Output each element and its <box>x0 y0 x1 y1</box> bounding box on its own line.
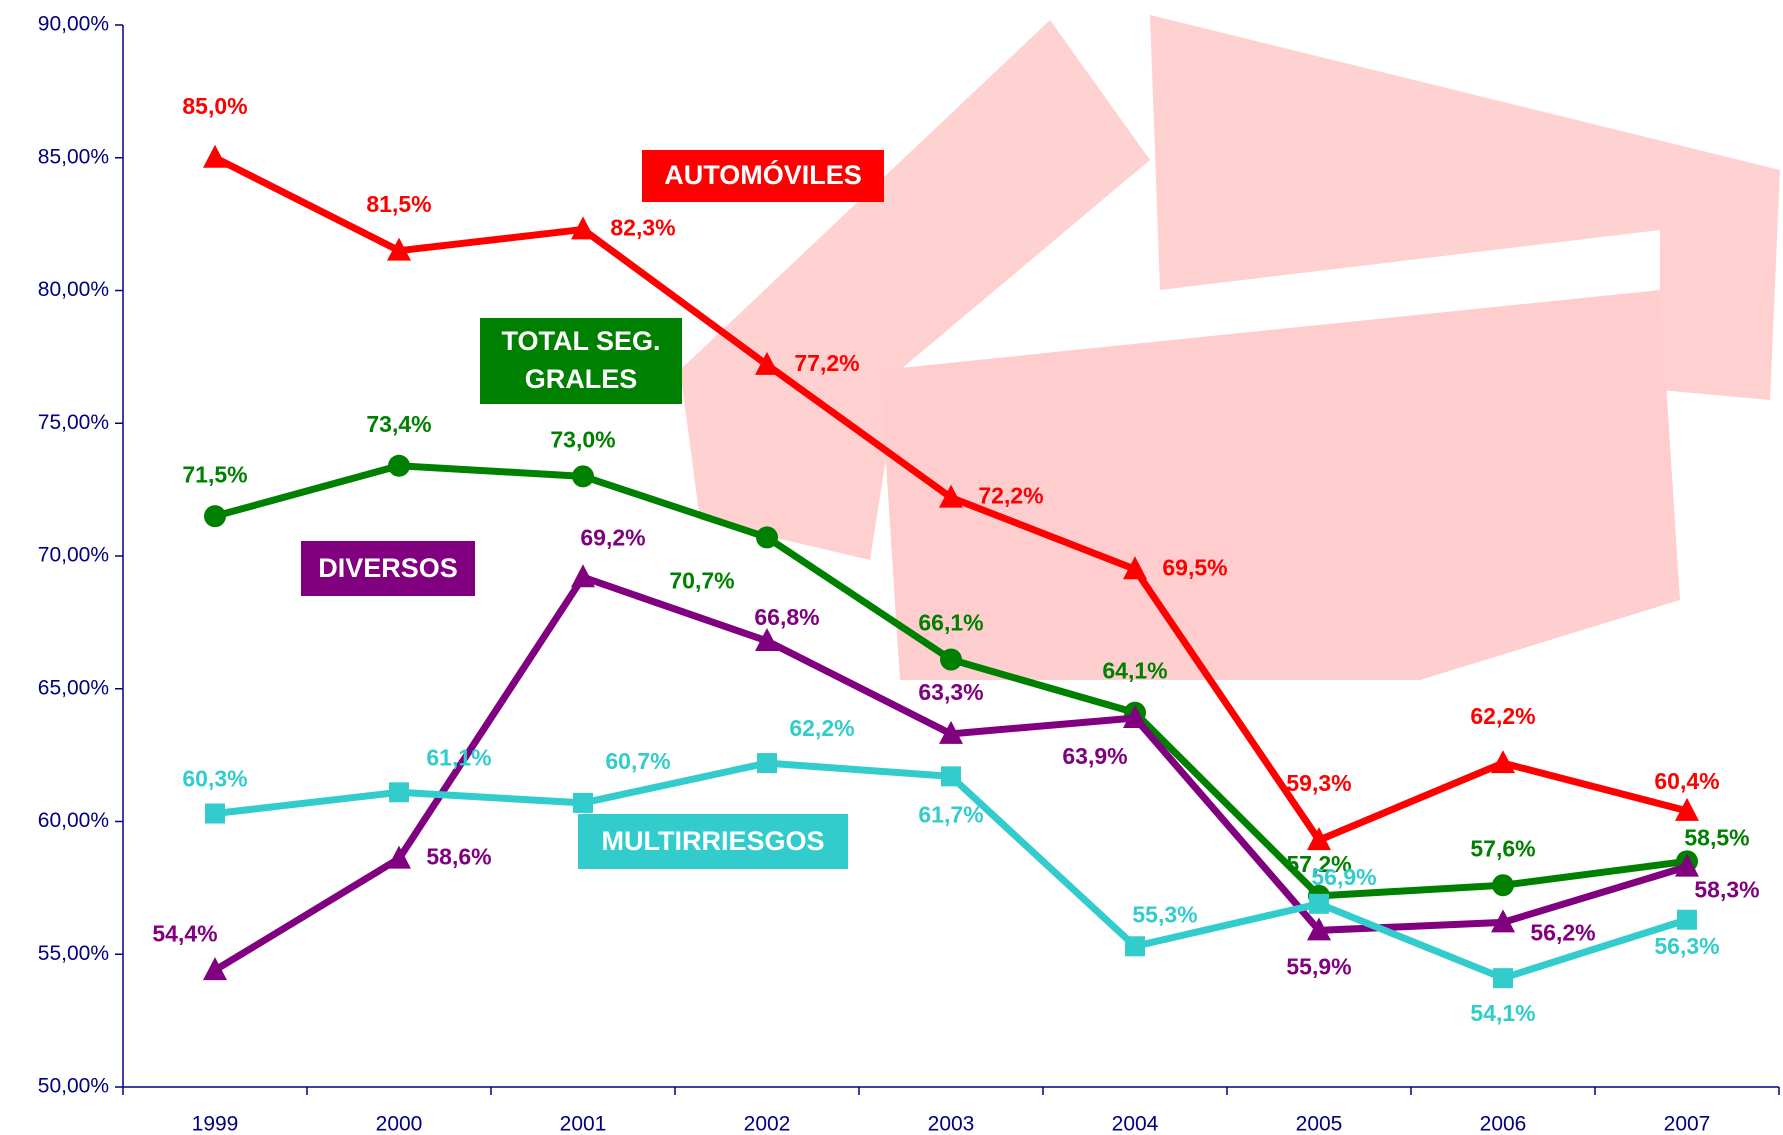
value-label: 55,9% <box>1286 953 1351 979</box>
marker <box>1493 968 1513 988</box>
value-label: 56,3% <box>1654 933 1719 959</box>
value-label: 54,4% <box>152 920 217 946</box>
value-label: 61,1% <box>426 744 491 770</box>
value-label: 69,2% <box>580 524 645 550</box>
x-tick-label: 2004 <box>1112 1113 1159 1135</box>
marker <box>941 766 961 786</box>
value-label: 60,4% <box>1654 768 1719 794</box>
value-label: 57,6% <box>1470 835 1535 861</box>
page: 50,00% 55,00% 60,00% 65,00% 70,00% 75,00% 80,0… <box>0 0 1783 1135</box>
marker <box>204 505 226 527</box>
value-label: 82,3% <box>610 215 675 241</box>
value-label: 60,7% <box>605 748 670 774</box>
y-tick-label: 90,00% <box>38 13 109 36</box>
legend-label: TOTAL SEG. GRALES <box>480 318 682 404</box>
chart: 50,00% 55,00% 60,00% 65,00% 70,00% 75,00% 80,0… <box>0 0 1783 1135</box>
value-label: 62,2% <box>1470 703 1535 729</box>
marker <box>205 804 225 824</box>
marker <box>389 782 409 802</box>
legend-label: AUTOMÓVILES <box>642 150 884 202</box>
value-label: 66,1% <box>918 610 983 636</box>
value-label: 77,2% <box>794 350 859 376</box>
value-label: 54,1% <box>1470 1000 1535 1026</box>
x-tick-label: 2001 <box>560 1113 607 1135</box>
legend-label: MULTIRRIESGOS <box>578 814 848 869</box>
value-label: 69,5% <box>1162 554 1227 580</box>
x-tick-label: 2000 <box>376 1113 423 1135</box>
marker <box>756 526 778 548</box>
value-label: 64,1% <box>1102 658 1167 684</box>
value-label: 63,9% <box>1062 743 1127 769</box>
x-tick-label: 2002 <box>744 1113 791 1135</box>
marker <box>203 145 227 168</box>
value-label: 60,3% <box>182 766 247 792</box>
value-label: 58,6% <box>426 844 491 870</box>
value-label: 66,8% <box>754 604 819 630</box>
value-label: 85,0% <box>182 93 247 119</box>
x-tick-label: 1999 <box>192 1113 239 1135</box>
y-tick-label: 50,00% <box>38 1075 109 1098</box>
marker <box>940 649 962 671</box>
marker <box>572 465 594 487</box>
value-label: 58,3% <box>1694 877 1759 903</box>
series-line <box>215 763 1687 978</box>
x-tick-label: 2003 <box>928 1113 975 1135</box>
value-label: 63,3% <box>918 679 983 705</box>
marker <box>757 753 777 773</box>
value-label: 55,3% <box>1132 901 1197 927</box>
y-tick-label: 85,00% <box>38 145 109 168</box>
marker <box>1492 874 1514 896</box>
marker <box>1677 910 1697 930</box>
marker <box>571 564 595 587</box>
x-tick-label: 2007 <box>1664 1113 1711 1135</box>
value-label: 70,7% <box>669 567 734 593</box>
value-label: 58,5% <box>1684 824 1749 850</box>
y-tick-label: 80,00% <box>38 278 109 301</box>
marker <box>1309 894 1329 914</box>
value-label: 73,0% <box>550 426 615 452</box>
value-label: 72,2% <box>978 483 1043 509</box>
background-decoration <box>680 15 1780 680</box>
y-tick-label: 75,00% <box>38 411 109 434</box>
value-label: 62,2% <box>789 715 854 741</box>
legend-label: DIVERSOS <box>301 541 475 596</box>
marker <box>573 793 593 813</box>
y-tick-label: 65,00% <box>38 676 109 699</box>
x-tick-label: 2005 <box>1296 1113 1343 1135</box>
value-label: 61,7% <box>918 801 983 827</box>
marker <box>1125 936 1145 956</box>
value-label: 71,5% <box>182 461 247 487</box>
value-label: 81,5% <box>366 191 431 217</box>
y-tick-label: 60,00% <box>38 809 109 832</box>
marker <box>388 455 410 477</box>
value-label: 56,9% <box>1311 864 1376 890</box>
value-label: 56,2% <box>1530 919 1595 945</box>
marker <box>1491 750 1515 773</box>
y-tick-label: 55,00% <box>38 942 109 965</box>
value-label: 73,4% <box>366 411 431 437</box>
x-tick-label: 2006 <box>1480 1113 1527 1135</box>
y-tick-label: 70,00% <box>38 544 109 567</box>
value-label: 59,3% <box>1286 770 1351 796</box>
